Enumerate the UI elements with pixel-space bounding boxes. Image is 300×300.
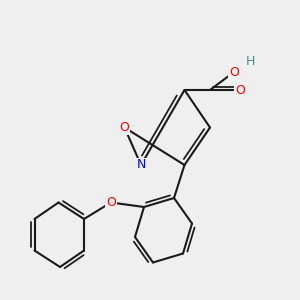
- Text: N: N: [136, 158, 146, 172]
- Text: O: O: [120, 121, 129, 134]
- Text: O: O: [229, 65, 239, 79]
- Text: H: H: [246, 55, 255, 68]
- Text: O: O: [106, 196, 116, 209]
- Text: O: O: [235, 83, 245, 97]
